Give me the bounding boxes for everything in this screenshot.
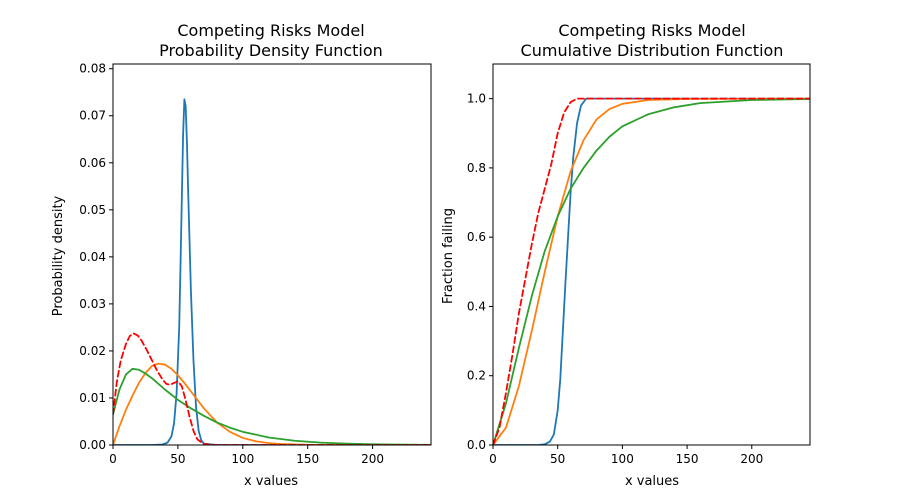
pdf-axes: Competing Risks Model Probability Densit… (51, 21, 432, 489)
cdf-y-tick-label: 0.4 (467, 299, 486, 313)
pdf-x-axis-label: x values (244, 474, 298, 489)
pdf-y-tick-label: 0.06 (79, 156, 106, 170)
pdf-series-line-3 (113, 367, 431, 445)
pdf-x-tick-label: 50 (170, 452, 185, 466)
cdf-y-axis-label: Fraction failing (441, 208, 456, 304)
pdf-title-line2: Probability Density Function (159, 41, 383, 60)
pdf-x-tick-label: 0 (109, 452, 117, 466)
pdf-series-line-1 (113, 98, 431, 445)
pdf-y-axis-label: Probability density (51, 195, 66, 316)
cdf-x-tick-label: 100 (611, 452, 634, 466)
cdf-axes-frame (492, 63, 811, 446)
pdf-y-tick-label: 0.02 (79, 344, 106, 358)
pdf-y-tick-label: 0.05 (79, 203, 106, 217)
pdf-series-line-2 (113, 362, 431, 445)
pdf-axes-frame (112, 63, 432, 446)
cdf-y-tick-label: 0.2 (467, 369, 486, 383)
cdf-series-line-4 (493, 97, 810, 445)
pdf-y-tick-label: 0.08 (79, 62, 106, 76)
pdf-title-line1: Competing Risks Model (177, 21, 364, 40)
cdf-x-tick-label: 200 (740, 452, 763, 466)
cdf-series-line-2 (493, 97, 810, 445)
cdf-y-tick-label: 1.0 (467, 92, 486, 106)
cdf-y-tick-label: 0.6 (467, 230, 486, 244)
cdf-axes: Competing Risks Model Cumulative Distrib… (441, 21, 811, 489)
cdf-y-tick-label: 0.8 (467, 161, 486, 175)
pdf-y-tick-label: 0.03 (79, 297, 106, 311)
pdf-y-tick-label: 0.00 (79, 438, 106, 452)
pdf-x-tick-label: 100 (231, 452, 254, 466)
cdf-series-line-3 (493, 98, 810, 445)
cdf-x-tick-label: 0 (489, 452, 497, 466)
cdf-y-tick-label: 0.0 (467, 438, 486, 452)
pdf-y-tick-label: 0.07 (79, 109, 106, 123)
pdf-y-tick-label: 0.01 (79, 391, 106, 405)
cdf-plot-area (493, 97, 810, 445)
pdf-plot-area (113, 98, 431, 445)
cdf-x-tick-label: 50 (550, 452, 565, 466)
cdf-title-line1: Competing Risks Model (558, 21, 745, 40)
pdf-x-tick-label: 200 (361, 452, 384, 466)
pdf-x-tick-label: 150 (296, 452, 319, 466)
cdf-series-line-1 (493, 97, 810, 445)
cdf-x-tick-label: 150 (676, 452, 699, 466)
pdf-y-tick-label: 0.04 (79, 250, 106, 264)
cdf-title-line2: Cumulative Distribution Function (521, 41, 784, 60)
cdf-x-axis-label: x values (625, 474, 679, 489)
pdf-series-line-4 (113, 332, 431, 445)
